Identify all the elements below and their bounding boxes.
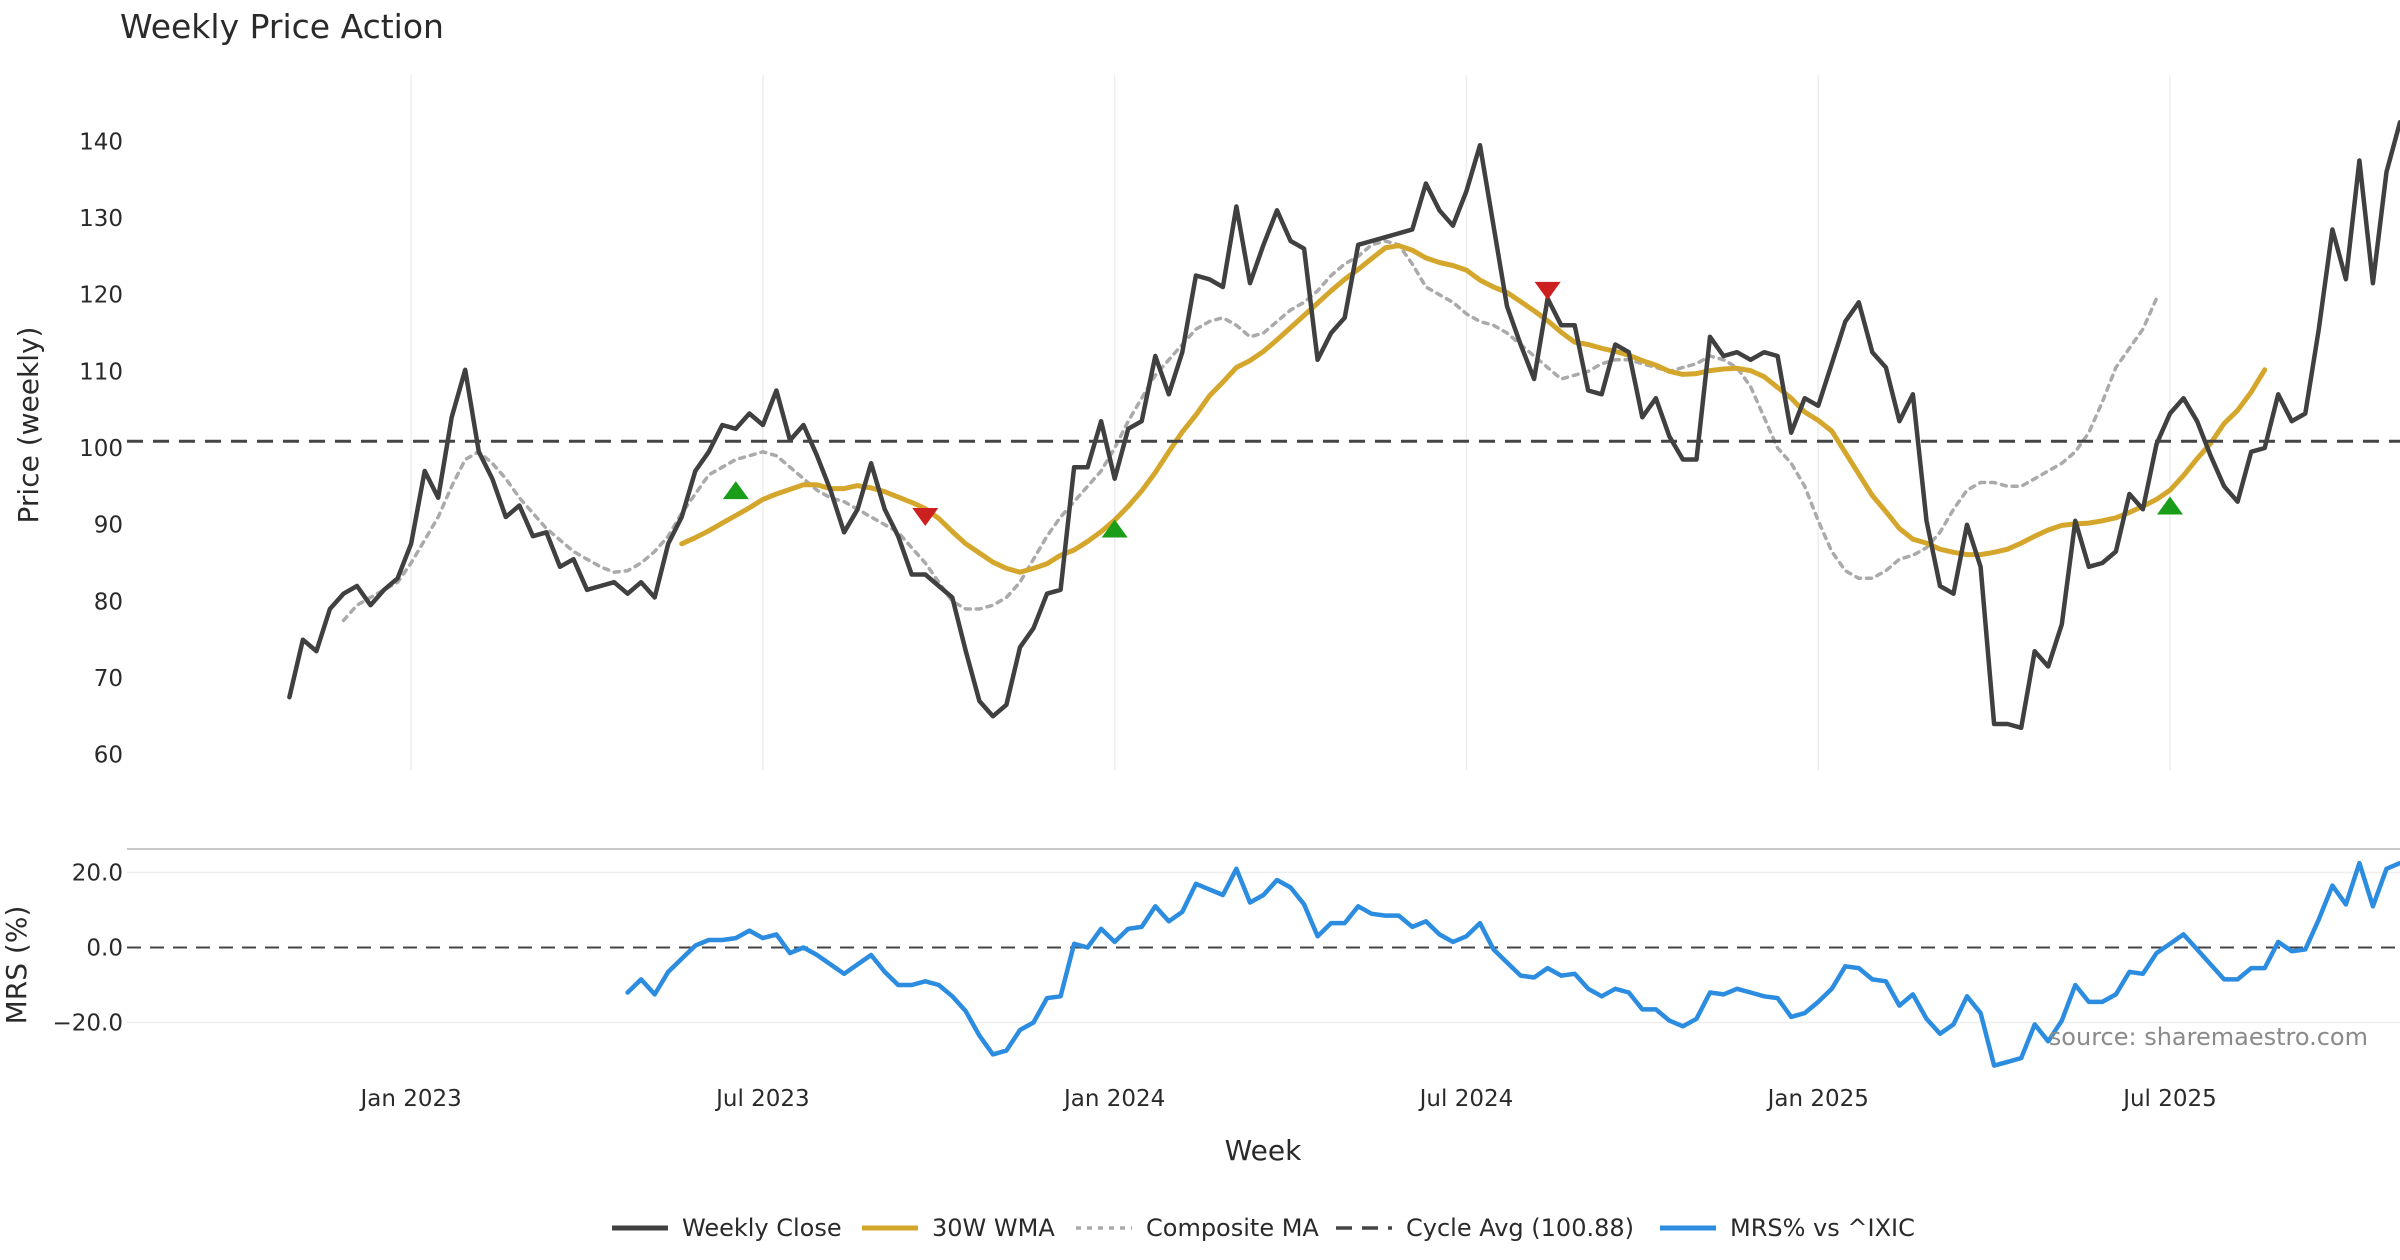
x-tick-jul-2023: Jul 2023 [714,1086,810,1112]
legend-label-weekly-close: Weekly Close [682,1214,842,1242]
mrs-y-tick-0: 20.0 [72,861,123,887]
price-y-tick-130: 130 [79,206,123,232]
legend-label-composite-ma: Composite MA [1146,1214,1319,1242]
signal-markers [722,281,2183,538]
price-y-tick-110: 110 [79,359,123,385]
sell-signal-marker-1 [912,508,939,526]
price-y-tick-90: 90 [94,513,123,539]
series-mrs-vs-ixic [625,860,2400,1068]
mrs-y-ticks: 20.0 0.0 −20.0 [53,861,123,1037]
series-composite-ma [341,239,2159,623]
x-tick-jan-2023: Jan 2023 [358,1086,461,1112]
price-y-tick-140: 140 [79,129,123,155]
mrs-gridlines [127,871,2400,1024]
x-tick-jul-2025: Jul 2025 [2121,1086,2217,1112]
buy-signal-marker-4 [2156,496,2183,515]
price-y-tick-70: 70 [94,666,123,692]
mrs-series [127,860,2400,1068]
price-y-ticks: 60 70 80 90 100 110 120 130 140 [79,129,123,768]
price-y-tick-80: 80 [94,589,123,615]
mrs-y-axis-title: MRS (%) [0,906,33,1025]
sell-signal-marker-3 [1534,281,1561,300]
mrs-y-tick-1: 0.0 [86,936,123,962]
price-y-tick-60: 60 [94,743,123,769]
legend-label-mrs-vs-ixic: MRS% vs ^IXIC [1730,1214,1915,1242]
x-axis-title: Week [1225,1134,1302,1167]
series-weekly-close [287,119,2400,731]
mrs-y-tick-2: −20.0 [53,1011,123,1037]
chart-title: Weekly Price Action [120,7,444,46]
legend-label-cycle-avg-100-88: Cycle Avg (100.88) [1406,1214,1634,1242]
x-tick-jan-2025: Jan 2025 [1766,1086,1869,1112]
x-tick-jan-2024: Jan 2024 [1062,1086,1165,1112]
series-30w-wma [679,243,2268,575]
x-tick-jul-2024: Jul 2024 [1418,1086,1514,1112]
price-y-axis-title: Price (weekly) [12,327,45,524]
price-y-tick-120: 120 [79,283,123,309]
legend: Weekly Close 30W WMA Composite MA Cycle Avg… [612,1214,1915,1242]
price-gridlines [410,75,2171,770]
source-text: source: sharemaestro.com [2049,1023,2368,1051]
price-y-tick-100: 100 [79,436,123,462]
buy-signal-marker-2 [1101,519,1128,538]
legend-label-30w-wma: 30W WMA [932,1214,1055,1242]
x-ticks: Jan 2023 Jul 2023 Jan 2024 Jul 2024 Jan 2025… [358,1086,2216,1112]
price-series [127,119,2400,731]
buy-signal-marker-0 [722,481,749,500]
